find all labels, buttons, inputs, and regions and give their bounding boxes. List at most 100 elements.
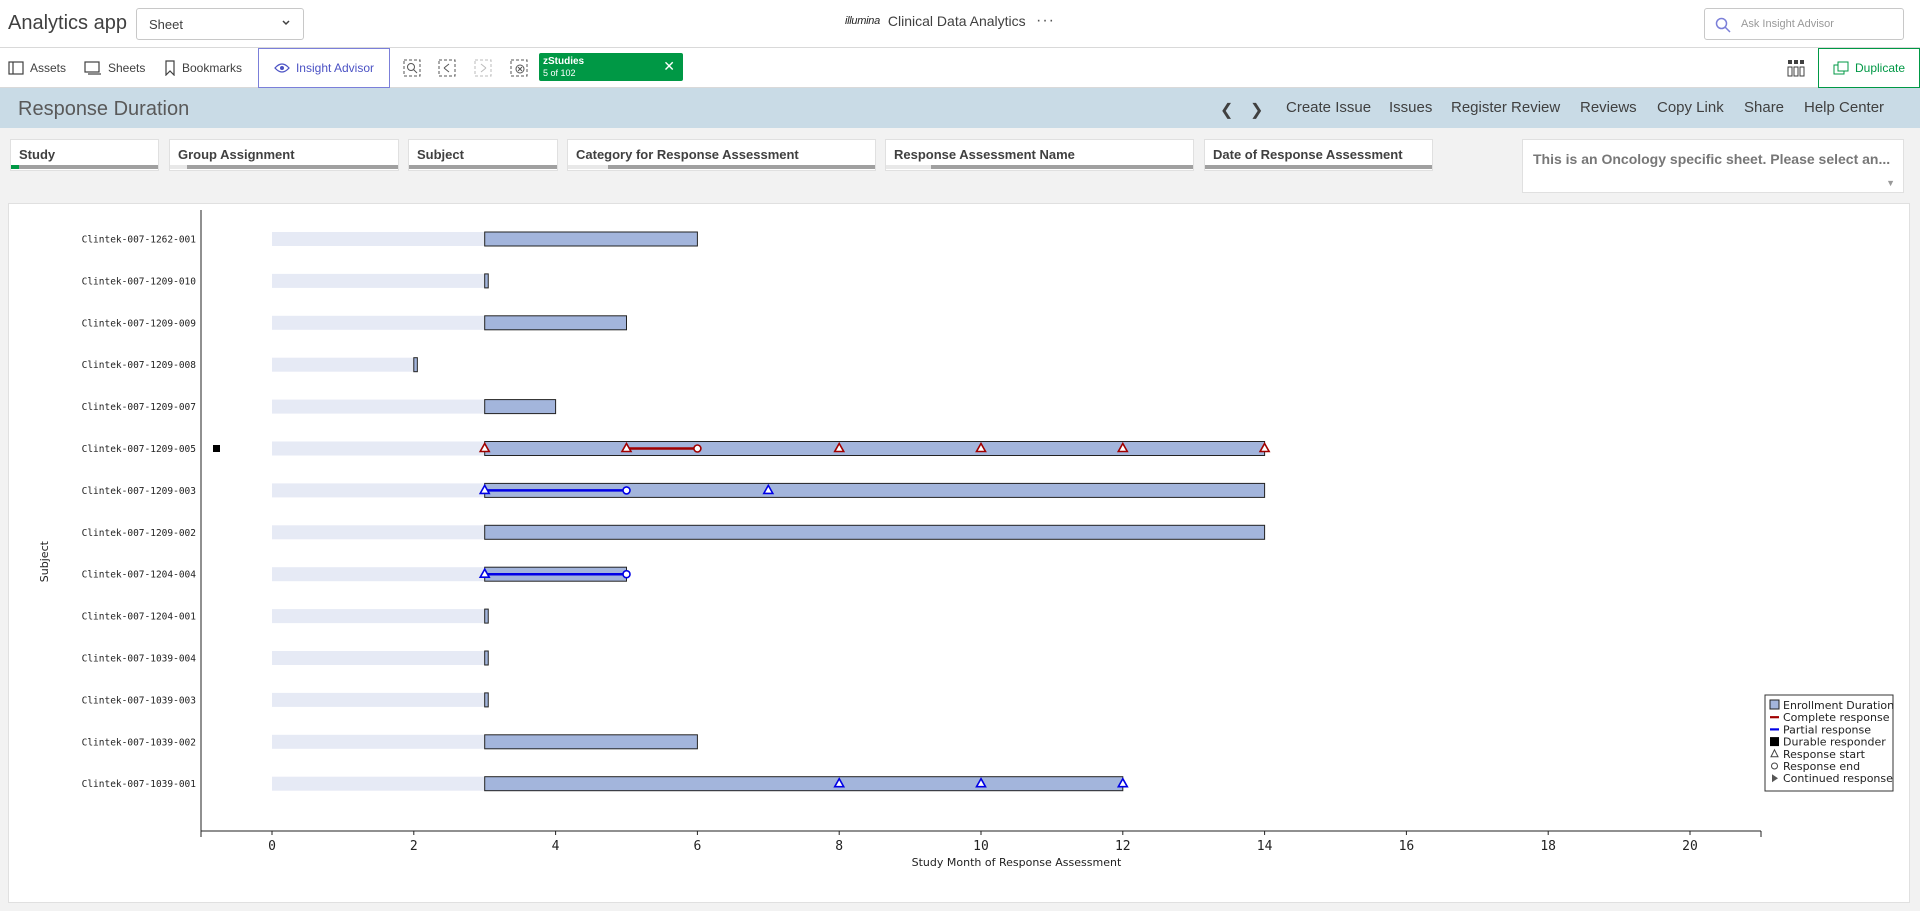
- legend-label: Continued response: [1783, 772, 1893, 785]
- response-start-marker: [975, 777, 987, 788]
- selection-chip-zstudies[interactable]: zStudies 5 of 102 ✕: [539, 53, 683, 81]
- share-link[interactable]: Share: [1744, 99, 1785, 116]
- note-text: This is an Oncology specific sheet. Plea…: [1533, 151, 1891, 167]
- y-axis-label: Subject: [38, 540, 51, 582]
- insight-advisor-button[interactable]: Insight Advisor: [258, 48, 390, 88]
- y-tick-label: Clintek-007-1209-002: [82, 528, 196, 539]
- legend-swatch-continued: [1772, 774, 1778, 783]
- register-review-link[interactable]: Register Review: [1451, 99, 1561, 116]
- sheet-title: Response Duration: [18, 98, 190, 120]
- response-start-marker: [1258, 441, 1271, 453]
- legend-label: Durable responder: [1783, 736, 1886, 749]
- sheet-header: Response Duration ❮ ❯ Create Issue Issue…: [0, 88, 1920, 128]
- issues-link[interactable]: Issues: [1389, 99, 1433, 116]
- reviews-link[interactable]: Reviews: [1580, 99, 1637, 116]
- step-forward-icon[interactable]: [473, 58, 493, 78]
- filter-category-response[interactable]: Category for Response Assessment: [567, 139, 876, 171]
- more-options-icon[interactable]: ···: [1036, 12, 1055, 29]
- sheet-dropdown[interactable]: Sheet: [136, 8, 304, 40]
- legend-swatch-start: [1770, 748, 1779, 758]
- app-title[interactable]: Analytics app: [8, 12, 127, 34]
- previous-sheet-icon[interactable]: ❮: [1220, 102, 1234, 119]
- enrollment-bar: [413, 357, 418, 373]
- sheets-label: Sheets: [108, 61, 146, 75]
- smart-search-icon[interactable]: [402, 58, 422, 78]
- assets-label: Assets: [30, 61, 67, 75]
- enrollment-bar: [484, 524, 1266, 540]
- assets-button[interactable]: Assets: [8, 48, 66, 88]
- response-start-marker: [1116, 441, 1129, 453]
- ask-insight-advisor-input[interactable]: Ask Insight Advisor: [1704, 8, 1904, 40]
- filter-selection-bar: [568, 165, 875, 169]
- prestudy-bar: [272, 692, 485, 707]
- prestudy-bar: [272, 232, 485, 246]
- enrollment-bar: [484, 608, 489, 624]
- x-tick-label: 6: [693, 839, 701, 854]
- create-issue-link[interactable]: Create Issue: [1286, 99, 1372, 116]
- enrollment-bar: [484, 734, 698, 750]
- response-start-marker: [620, 441, 633, 453]
- chevron-down-icon: [282, 20, 290, 26]
- duplicate-button[interactable]: Duplicate: [1818, 48, 1920, 88]
- prestudy-bar: [272, 609, 485, 624]
- legend-label: Complete response: [1783, 711, 1890, 724]
- response-end-marker: [622, 486, 631, 495]
- legend-swatch-end: [1771, 762, 1778, 770]
- y-tick-label: Clintek-007-1039-004: [82, 654, 197, 665]
- filter-selection-bar: [1205, 165, 1432, 169]
- filter-selection-bar: [409, 165, 557, 169]
- grid-view-icon[interactable]: [1786, 58, 1806, 78]
- response-start-marker: [833, 441, 846, 453]
- legend-swatch-enrollment: [1769, 699, 1780, 710]
- step-back-icon[interactable]: [437, 58, 457, 78]
- response-duration-chart: 0 2 4 6 8 10 12 14 16 18 20 Study Month of Response…: [8, 203, 1910, 903]
- chart-legend: [1764, 694, 1894, 792]
- y-tick-label: Clintek-007-1039-002: [82, 737, 196, 748]
- sheets-icon: [84, 61, 101, 75]
- response-start-marker: [975, 441, 987, 453]
- copy-link-link[interactable]: Copy Link: [1657, 99, 1724, 116]
- x-tick-label: 10: [973, 839, 989, 854]
- legend-label: Response end: [1783, 760, 1860, 773]
- x-tick-label: 8: [835, 839, 843, 854]
- ask-placeholder: Ask Insight Advisor: [1741, 18, 1834, 30]
- filter-subject[interactable]: Subject: [408, 139, 558, 171]
- prestudy-bar: [272, 315, 485, 330]
- y-tick-label: Clintek-007-1262-001: [82, 235, 197, 246]
- legend-swatch-durable: [1770, 737, 1779, 747]
- filter-group-assignment[interactable]: Group Assignment: [169, 139, 399, 171]
- filter-response-assessment-name[interactable]: Response Assessment Name: [885, 139, 1194, 171]
- oncology-note[interactable]: This is an Oncology specific sheet. Plea…: [1522, 139, 1904, 193]
- toolbar: Assets Sheets Bookmarks Insight Advisor …: [0, 48, 1920, 88]
- filter-label: Category for Response Assessment: [576, 147, 799, 162]
- y-tick-label: Clintek-007-1209-008: [82, 360, 197, 371]
- y-tick-label: Clintek-007-1039-001: [82, 779, 197, 790]
- sheets-button[interactable]: Sheets: [84, 48, 145, 88]
- filter-date-response[interactable]: Date of Response Assessment: [1204, 139, 1433, 171]
- clear-selections-icon[interactable]: [509, 58, 529, 78]
- y-tick-label: Clintek-007-1204-001: [82, 612, 197, 623]
- close-icon[interactable]: ✕: [663, 58, 675, 74]
- insight-advisor-label: Insight Advisor: [295, 61, 375, 75]
- app-name: Clinical Data Analytics: [887, 13, 1026, 29]
- sheet-dropdown-value: Sheet: [149, 17, 183, 32]
- y-tick-label: Clintek-007-1209-010: [82, 276, 197, 287]
- insight-eye-icon: [274, 63, 290, 73]
- chip-field-name: zStudies: [543, 56, 585, 67]
- legend-label: Partial response: [1783, 723, 1871, 736]
- y-tick-label: Clintek-007-1209-005: [82, 444, 196, 455]
- help-center-link[interactable]: Help Center: [1804, 99, 1885, 116]
- filter-label: Subject: [417, 147, 464, 162]
- response-end-marker: [622, 569, 631, 579]
- prestudy-bar: [272, 776, 485, 791]
- next-sheet-icon[interactable]: ❯: [1250, 102, 1264, 119]
- bookmarks-button[interactable]: Bookmarks: [164, 48, 242, 88]
- legend-label: Enrollment Duration: [1783, 699, 1894, 712]
- filter-study[interactable]: Study: [10, 139, 159, 171]
- response-start-marker: [478, 441, 491, 453]
- response-start-marker: [762, 483, 775, 495]
- enrollment-bar: [484, 441, 1266, 456]
- prestudy-bar: [272, 734, 485, 749]
- y-tick-label: Clintek-007-1209-009: [82, 318, 197, 329]
- prestudy-bar: [272, 273, 485, 288]
